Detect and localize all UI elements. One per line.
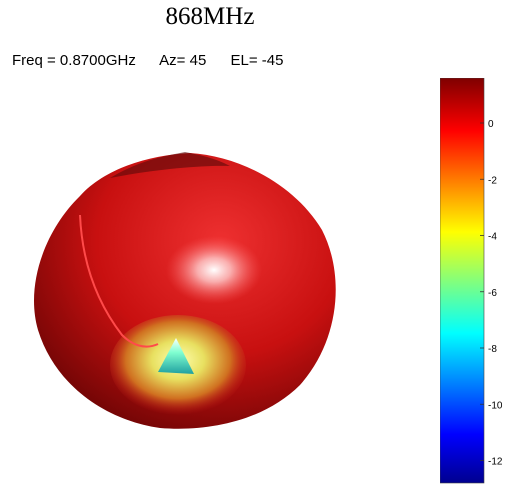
frequency-readout: Freq = 0.8700GHz (12, 52, 136, 69)
colorbar: 0 -2 -4 -6 -8 -10 -12 (440, 78, 503, 484)
azimuth-readout: Az= 45 (159, 52, 207, 69)
radiation-pattern-3d (34, 152, 336, 429)
colorbar-gradient (440, 78, 485, 484)
chart-title: 868MHz (165, 3, 255, 30)
null-spike (158, 338, 194, 374)
colorbar-tick-label: -2 (488, 175, 497, 186)
colorbar-tick-label: -10 (488, 400, 503, 411)
elevation-readout: EL= -45 (230, 52, 284, 69)
colorbar-tick-label: -12 (488, 457, 503, 468)
parameter-readout: Freq = 0.8700GHz Az= 45 EL= -45 (12, 52, 303, 69)
colorbar-tick-label: -4 (488, 232, 497, 243)
surface-seam (79, 214, 159, 348)
colorbar-tick-label: -6 (488, 288, 497, 299)
colorbar-tick-label: -8 (488, 344, 497, 355)
colorbar-tick-label: 0 (488, 119, 494, 130)
gain-highlight (166, 236, 262, 304)
pattern-top-ridge (110, 152, 230, 178)
